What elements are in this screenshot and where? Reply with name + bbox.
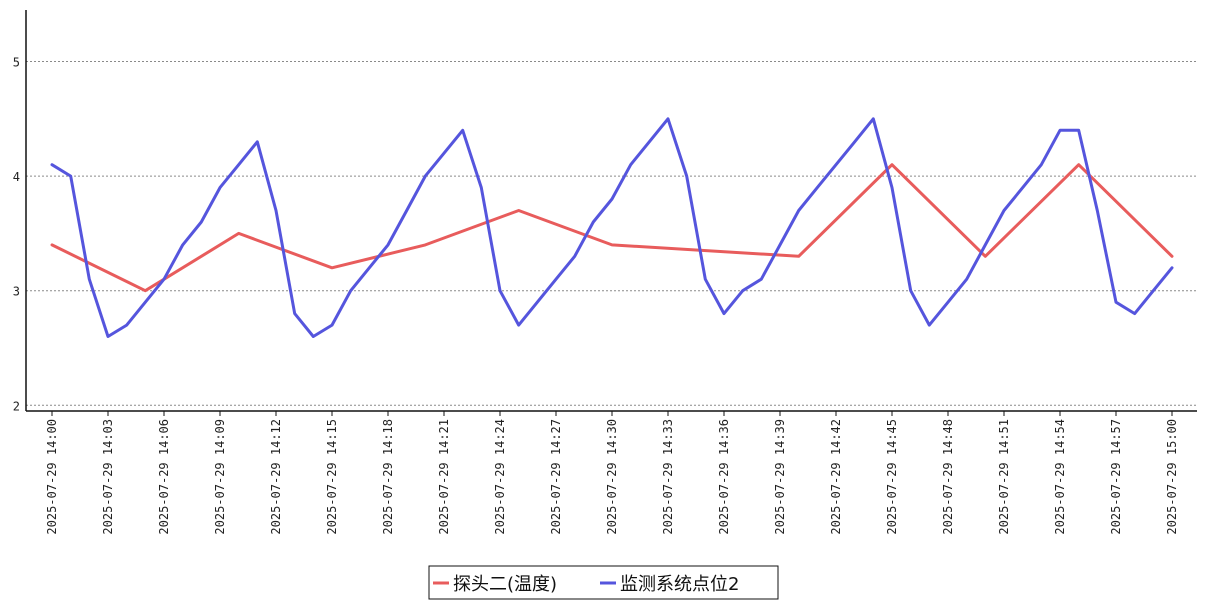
x-tick-label: 2025-07-29 14:30 xyxy=(605,419,619,535)
x-tick-label: 2025-07-29 14:18 xyxy=(381,419,395,535)
series-line-1 xyxy=(50,163,1174,293)
x-tick-label: 2025-07-29 14:06 xyxy=(157,419,171,535)
legend: 探头二(温度) 监测系统点位2 xyxy=(428,565,779,600)
x-tick-label: 2025-07-29 14:15 xyxy=(325,419,339,535)
x-tick-label: 2025-07-29 14:03 xyxy=(101,419,115,535)
y-tick-label: 2 xyxy=(13,399,20,413)
x-tick-label: 2025-07-29 15:00 xyxy=(1165,419,1179,535)
x-tick-label: 2025-07-29 14:54 xyxy=(1053,419,1067,535)
axes xyxy=(25,10,1197,416)
legend-label: 探头二(温度) xyxy=(453,574,557,595)
x-tick-label: 2025-07-29 14:42 xyxy=(829,419,843,535)
x-tick-label: 2025-07-29 14:12 xyxy=(269,419,283,535)
y-tick-label: 5 xyxy=(13,56,20,70)
y-tick-label: 3 xyxy=(13,285,20,299)
x-tick-label: 2025-07-29 14:21 xyxy=(437,419,451,535)
x-tick-labels: 2025-07-29 14:00 2025-07-29 14:03 2025-07-… xyxy=(45,419,1179,535)
x-tick-label: 2025-07-29 14:24 xyxy=(493,419,507,535)
grid-lines xyxy=(26,61,1197,406)
legend-label: 监测系统点位2 xyxy=(620,574,739,595)
x-tick-label: 2025-07-29 14:33 xyxy=(661,419,675,535)
x-tick-label: 2025-07-29 14:45 xyxy=(885,419,899,535)
x-tick-label: 2025-07-29 14:48 xyxy=(941,419,955,535)
series-lines xyxy=(50,117,1174,338)
series-line-2 xyxy=(50,117,1174,338)
x-tick-label: 2025-07-29 14:36 xyxy=(717,419,731,535)
x-tick-label: 2025-07-29 14:27 xyxy=(549,419,563,535)
y-tick-label: 4 xyxy=(13,170,20,184)
x-tick-label: 2025-07-29 14:00 xyxy=(45,419,59,535)
x-tick-label: 2025-07-29 14:51 xyxy=(997,419,1011,535)
y-tick-labels: 2 3 4 5 xyxy=(13,56,20,414)
x-tick-label: 2025-07-29 14:57 xyxy=(1109,419,1123,535)
x-tick-label: 2025-07-29 14:39 xyxy=(773,419,787,535)
x-tick-label: 2025-07-29 14:09 xyxy=(213,419,227,535)
